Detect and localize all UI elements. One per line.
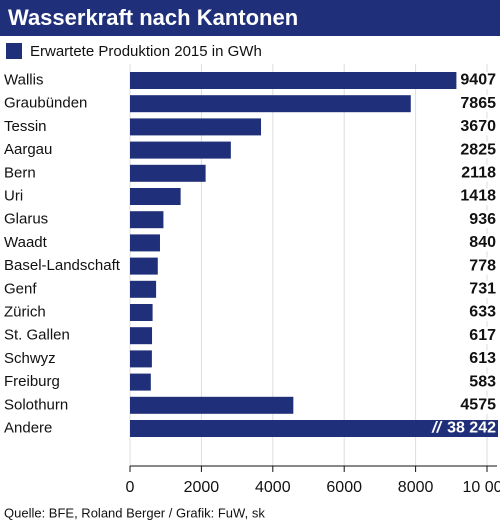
- value-label: 38 242: [447, 420, 496, 437]
- bar: [130, 350, 152, 368]
- value-label-bg: [456, 396, 498, 414]
- value-label-bg: [465, 327, 498, 345]
- bar: [130, 211, 164, 229]
- category-label: Graubünden: [4, 95, 87, 112]
- value-label-bg: [456, 95, 498, 113]
- value-label: 3670: [460, 118, 496, 135]
- source: Quelle: BFE, Roland Berger / Grafik: FuW…: [4, 505, 265, 520]
- legend-label: Erwartete Produktion 2015 in GWh: [30, 43, 262, 60]
- chart-title: Wasserkraft nach Kantonen: [8, 5, 298, 30]
- value-label: 617: [469, 327, 496, 344]
- category-label: Zürich: [4, 303, 46, 320]
- value-label-bg: [465, 373, 498, 391]
- value-label-bg: [456, 188, 498, 205]
- category-label: Schwyz: [4, 350, 56, 367]
- value-label-bg: [456, 72, 498, 89]
- x-tick-label: 10 000: [463, 479, 500, 496]
- value-label: 936: [469, 211, 496, 228]
- value-label-bg: [465, 234, 498, 252]
- x-tick-label: 6000: [326, 479, 362, 496]
- category-label: Aargau: [4, 141, 52, 158]
- value-label-bg: [465, 211, 498, 229]
- x-tick-label: 0: [126, 479, 135, 496]
- value-label: 583: [469, 373, 496, 390]
- bar: [130, 327, 153, 345]
- value-label-bg: [456, 118, 498, 136]
- value-label-bg: [465, 280, 498, 298]
- value-label: 2825: [460, 141, 496, 158]
- value-label: 2118: [461, 165, 496, 182]
- title-bar: [0, 0, 500, 36]
- category-label: Tessin: [4, 118, 47, 135]
- value-label-bg: [465, 350, 498, 368]
- bar: [130, 118, 262, 136]
- bar: [130, 280, 157, 298]
- value-label-bg: [457, 164, 498, 182]
- bar: [130, 234, 160, 252]
- x-tick-label: 2000: [184, 479, 220, 496]
- bar: [130, 95, 411, 113]
- bar: [130, 373, 151, 391]
- category-label: St. Gallen: [4, 327, 70, 344]
- bar: [130, 164, 206, 182]
- value-label: 840: [469, 234, 496, 251]
- bar: [130, 72, 466, 89]
- bars: [130, 72, 498, 437]
- value-label: 4575: [460, 397, 496, 414]
- value-label: 778: [469, 257, 496, 274]
- value-label: 731: [469, 281, 496, 298]
- value-label: 613: [469, 350, 496, 367]
- legend-swatch: [6, 43, 22, 59]
- value-label-bg: [465, 257, 498, 275]
- value-label-bg: [465, 304, 498, 321]
- bar: [130, 188, 181, 205]
- bar: [130, 141, 231, 159]
- bar: [130, 420, 498, 437]
- x-tick-label: 8000: [398, 479, 434, 496]
- category-label: Glarus: [4, 211, 48, 228]
- category-label: Bern: [4, 164, 36, 181]
- x-tick-label: 4000: [255, 479, 291, 496]
- axis-break: //: [431, 420, 442, 437]
- category-label: Andere: [4, 419, 52, 436]
- value-label-bg: [456, 141, 498, 159]
- category-label: Waadt: [4, 234, 48, 251]
- category-label: Wallis: [4, 71, 43, 88]
- value-label: 7865: [460, 95, 496, 112]
- bar: [130, 304, 153, 321]
- category-label: Basel-Landschaft: [4, 257, 121, 274]
- category-label: Freiburg: [4, 373, 60, 390]
- value-label: 633: [469, 304, 496, 321]
- category-label: Solothurn: [4, 396, 68, 413]
- category-label: Uri: [4, 187, 23, 204]
- bar: [130, 257, 158, 275]
- value-label: 9407: [460, 72, 496, 89]
- category-label: Genf: [4, 280, 37, 297]
- bar: [130, 396, 294, 414]
- value-label: 1418: [460, 188, 496, 205]
- value-label-bg: [443, 420, 498, 437]
